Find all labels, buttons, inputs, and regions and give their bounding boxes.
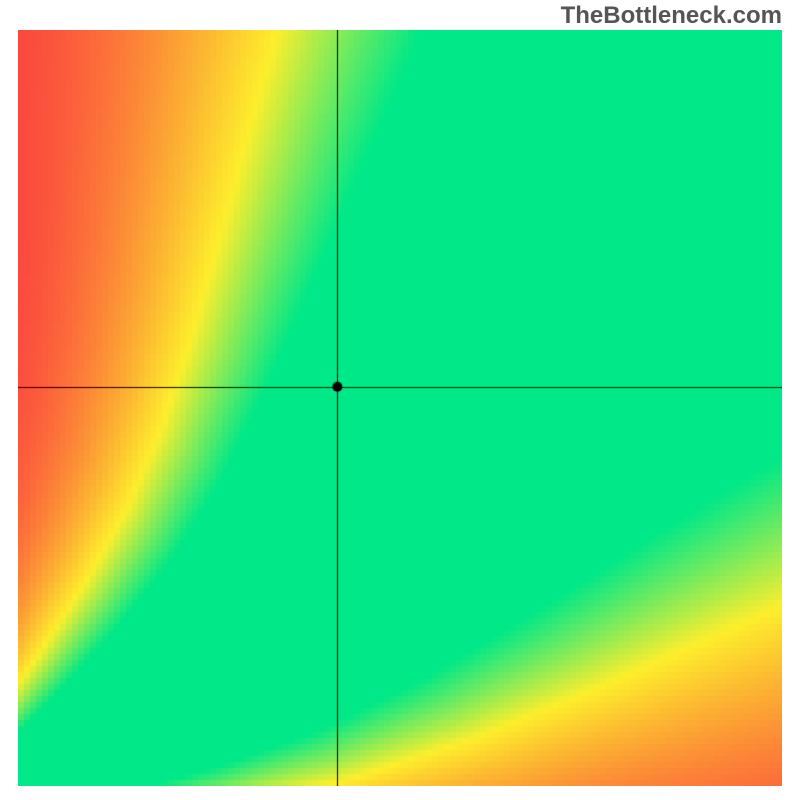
watermark-text: TheBottleneck.com (561, 2, 782, 30)
bottleneck-heatmap (18, 30, 782, 786)
